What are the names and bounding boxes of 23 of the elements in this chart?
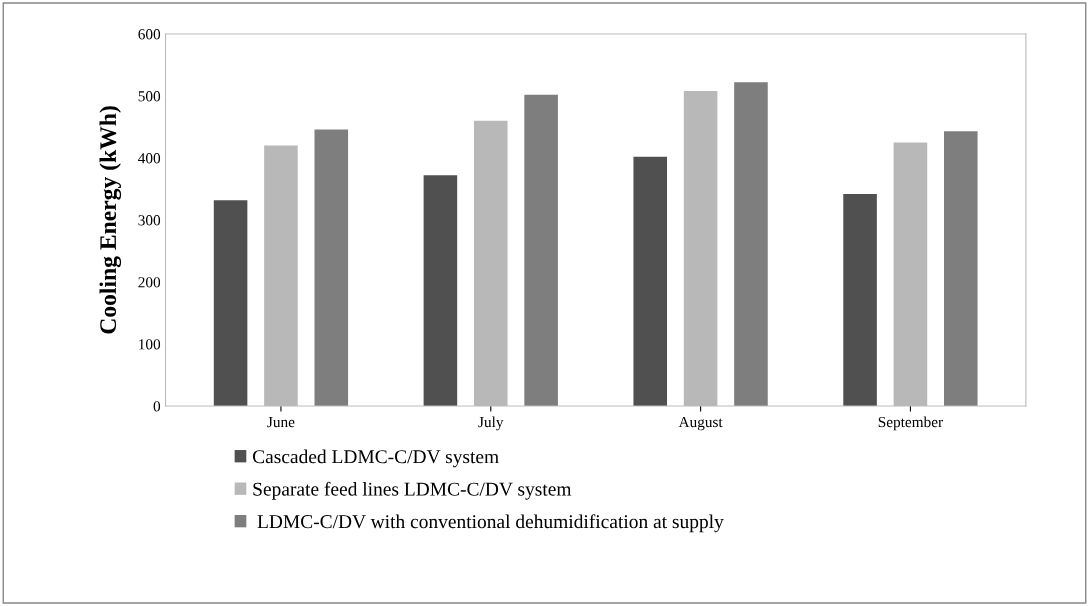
y-tick-label: 0 bbox=[153, 401, 161, 412]
legend-label: Separate feed lines LDMC-C/DV system bbox=[253, 481, 572, 500]
bar bbox=[213, 200, 248, 407]
x-tick-label: June bbox=[267, 417, 295, 428]
bar bbox=[524, 94, 558, 407]
y-tick-label: 600 bbox=[138, 29, 161, 40]
bar bbox=[633, 156, 668, 407]
y-axis-title: Cooling Energy (kWh) bbox=[99, 106, 122, 334]
y-tick-label: 300 bbox=[138, 215, 161, 226]
bar bbox=[423, 175, 458, 407]
legend-label: Cascaded LDMC-C/DV system bbox=[252, 449, 499, 468]
x-tick-label: September bbox=[878, 416, 943, 431]
bar bbox=[944, 131, 978, 407]
y-tick-label: 500 bbox=[138, 91, 161, 102]
y-tick-label: 200 bbox=[138, 277, 161, 288]
x-tick-label: July bbox=[478, 416, 504, 431]
x-tick-label: August bbox=[678, 416, 723, 431]
legend-label: LDMC-C/DV with conventional dehumidification at supply bbox=[257, 514, 724, 533]
bar bbox=[843, 193, 877, 407]
bar bbox=[314, 129, 349, 407]
y-tick-label: 100 bbox=[139, 339, 161, 350]
y-tick-label: 400 bbox=[138, 153, 161, 164]
bar bbox=[734, 82, 768, 407]
